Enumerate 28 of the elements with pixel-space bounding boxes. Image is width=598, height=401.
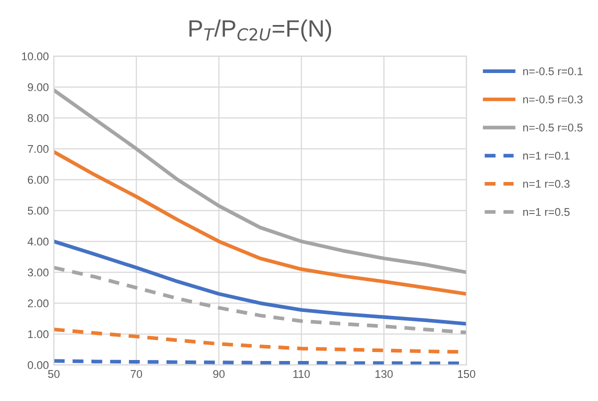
y-tick-label: 0.00 (28, 361, 49, 370)
y-tick-label: 7.00 (28, 145, 49, 153)
y-tick-label: 6.00 (28, 176, 49, 184)
legend-label: n=-0.5 r=0.1 (523, 67, 582, 76)
line-series (54, 240, 466, 326)
y-tick-label: 9.00 (28, 83, 49, 92)
y-tick-label: 3.00 (28, 268, 49, 276)
legend-label: n=1 r=0.1 (523, 152, 570, 160)
y-tick-label: 8.00 (28, 114, 49, 122)
chart-title: P$_{T}$/P$_{C2U}$=F(N) (189, 19, 332, 42)
x-tick-label: 130 (375, 370, 393, 378)
legend-label: n=1 r=0.3 (523, 180, 570, 188)
legend-label: n=-0.5 r=0.3 (523, 96, 583, 104)
line-series (54, 88, 466, 274)
y-tick-label: 10.00 (22, 52, 49, 60)
y-tick-label: 4.00 (28, 238, 49, 246)
y-tick-label: 1.00 (28, 330, 49, 338)
x-tick-label: 90 (213, 370, 225, 378)
legend-label: n=1 r=0.5 (523, 208, 570, 216)
x-tick-label: 110 (293, 370, 310, 378)
y-tick-label: 5.00 (28, 206, 49, 215)
x-tick-label: 50 (48, 370, 60, 378)
line-series (54, 150, 466, 296)
legend-label: n=-0.5 r=0.5 (523, 124, 583, 132)
x-tick-label: 150 (458, 370, 476, 378)
x-tick-label: 70 (130, 370, 142, 378)
y-tick-label: 2.00 (28, 299, 49, 308)
line-series (54, 266, 466, 334)
